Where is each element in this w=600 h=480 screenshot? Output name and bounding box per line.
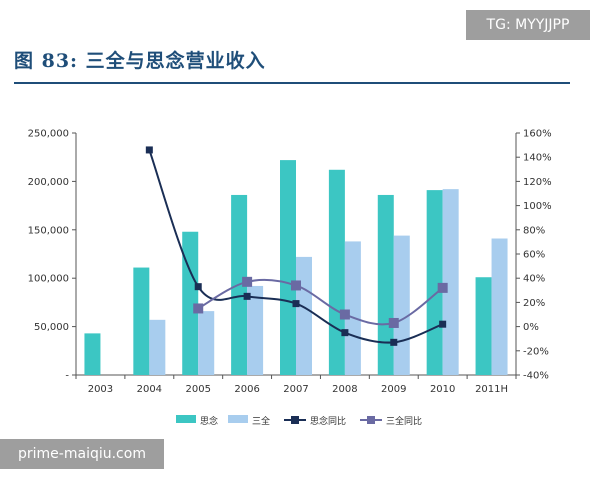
left-tick-label: 200,000 [28, 177, 69, 188]
right-tick-label: 0% [523, 322, 539, 333]
marker-sanquan-yoy [193, 303, 204, 314]
x-tick-label: 2011H [475, 384, 508, 395]
right-tick-label: 80% [523, 225, 545, 236]
x-tick-label: 2010 [430, 384, 455, 395]
left-tick-label: - [65, 371, 69, 382]
bar-sanquan [247, 285, 264, 375]
marker-sanquan-yoy [339, 309, 350, 320]
x-tick-label: 2009 [381, 384, 406, 395]
bar-sinian [377, 194, 394, 375]
left-tick-label: 100,000 [28, 274, 69, 285]
bar-sinian [182, 231, 199, 375]
left-tick-label: 150,000 [28, 225, 69, 236]
bar-sanquan [198, 311, 215, 375]
bar-sanquan [491, 238, 508, 375]
right-tick-label: 120% [523, 177, 552, 188]
legend-label: 思念同比 [310, 415, 346, 427]
marker-sanquan-yoy [388, 317, 399, 328]
legend-label: 三全 [252, 415, 270, 427]
right-tick-label: 20% [523, 298, 545, 309]
marker-sinian-yoy [390, 338, 398, 346]
marker-sanquan-yoy [437, 282, 448, 293]
right-tick-label: 160% [523, 129, 552, 140]
bar-sinian [475, 277, 492, 375]
marker-sinian-yoy [292, 300, 300, 308]
x-tick-label: 2007 [283, 384, 308, 395]
bar-sinian [426, 190, 443, 375]
bar-sanquan [344, 241, 361, 375]
marker-sinian-yoy [194, 283, 202, 291]
right-tick-label: 60% [523, 250, 545, 261]
bar-sinian [84, 333, 101, 375]
marker-sinian-yoy [341, 329, 349, 337]
left-tick-label: 50,000 [34, 322, 69, 333]
right-tick-label: 100% [523, 201, 552, 212]
marker-sinian-yoy [145, 146, 153, 154]
legend-marker [291, 416, 299, 424]
right-tick-label: 40% [523, 274, 545, 285]
legend-label: 三全同比 [386, 415, 422, 427]
watermark-site: prime-maiqiu.com [0, 439, 164, 469]
left-tick-label: 250,000 [28, 129, 69, 140]
title-divider [14, 82, 570, 84]
bar-sanquan [149, 319, 166, 375]
x-tick-label: 2005 [185, 384, 210, 395]
bar-sanquan [393, 235, 410, 375]
marker-sanquan-yoy [242, 276, 253, 287]
bar-sanquan [296, 256, 312, 375]
marker-sanquan-yoy [291, 280, 301, 291]
page-title: 图 83: 三全与思念营业收入 [14, 50, 266, 72]
x-tick-label: 2004 [137, 384, 162, 395]
right-tick-label: 140% [523, 153, 552, 164]
bar-sinian [328, 169, 345, 375]
bar-sinian [133, 267, 150, 375]
x-tick-label: 2003 [88, 384, 113, 395]
right-tick-label: -40% [523, 371, 549, 382]
legend-label: 思念 [200, 415, 218, 427]
right-tick-label: -20% [523, 346, 549, 357]
x-tick-label: 2008 [332, 384, 357, 395]
bar-sanquan [442, 189, 459, 375]
legend-swatch [176, 415, 196, 423]
bar-sinian [280, 160, 296, 375]
watermark-tg: TG: MYYJJPP [466, 10, 590, 40]
marker-sinian-yoy [439, 320, 447, 328]
x-tick-label: 2006 [234, 384, 259, 395]
legend-swatch [228, 415, 248, 423]
legend-marker [367, 416, 375, 424]
marker-sinian-yoy [243, 292, 251, 300]
